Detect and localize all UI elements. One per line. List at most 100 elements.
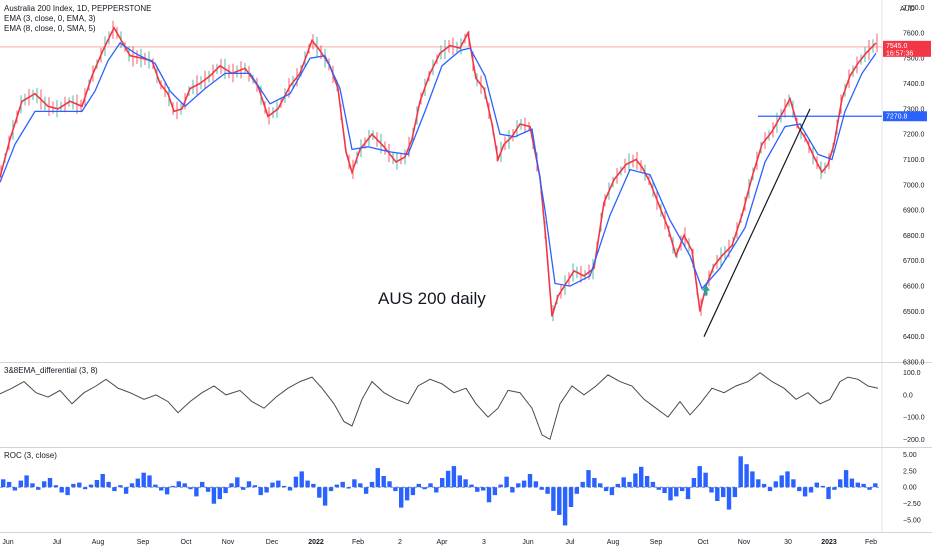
roc-bar [387,481,392,488]
roc-bar [779,475,784,488]
resistance-badge: 7270.8 [883,111,927,122]
ema3-legend[interactable]: EMA (3, close, 0, EMA, 3) [4,14,96,23]
diff-panel-title[interactable]: 3&8EMA_differential (3, 8) [4,366,98,375]
roc-bar [867,487,872,490]
diff-tick-label: 100.0 [903,370,921,377]
roc-bar [574,487,579,494]
roc-bar [568,487,574,507]
roc-bar [832,487,837,490]
time-tick-label: Aug [92,539,105,546]
roc-bar [410,487,416,496]
roc-bar [533,481,539,488]
roc-bar [463,479,468,488]
roc-bar [715,487,720,501]
roc-bar [24,475,29,488]
price-tick-label: 6900.0 [903,208,925,215]
roc-bar [211,487,217,504]
roc-bar [311,483,316,488]
roc-bar [814,482,819,488]
roc-bar [445,470,451,488]
svg-text:7545.0: 7545.0 [886,43,908,50]
roc-bar [697,466,702,488]
roc-bar [486,487,492,503]
time-tick-label: 30 [784,539,792,546]
roc-bar [521,480,527,488]
roc-bar [153,484,158,488]
roc-bar [761,483,767,488]
roc-bar [691,478,697,488]
up-arrow-icon [702,284,710,296]
roc-bar [129,483,135,488]
main-plot[interactable] [0,20,882,337]
roc-bar [317,487,322,498]
time-tick-label: Feb [352,539,364,546]
roc-bar [200,481,205,488]
roc-bar [205,487,211,492]
roc-bar [440,478,445,488]
roc-bar [703,472,708,488]
roc-bar [71,483,76,488]
price-tick-label: 6300.0 [903,360,925,367]
roc-bar [475,487,480,492]
price-tick-label: 7400.0 [903,81,925,88]
roc-panel-title[interactable]: ROC (3, close) [4,451,57,460]
price-tick-label: 7100.0 [903,157,925,164]
roc-bar [30,483,35,488]
roc-bar [375,468,380,488]
roc-bar [709,487,714,493]
roc-bar [656,487,661,490]
price-tick-label: 7300.0 [903,106,925,113]
last-price-badge: 7545.0 16:57:36 [883,40,931,57]
roc-bar [551,487,556,511]
symbol-title[interactable]: Australia 200 Index, 1D, PEPPERSTONE [4,4,151,13]
roc-bar [123,487,129,494]
roc-bar [399,487,404,508]
roc-bar [217,487,222,500]
roc-bar [650,481,656,488]
roc-bar [404,487,410,501]
roc-tick-label: 5.00 [903,452,917,459]
ema8-legend[interactable]: EMA (8, close, 0, SMA, 5) [4,24,96,33]
time-tick-label: Sep [650,539,663,546]
time-tick-label: 2022 [308,539,324,546]
roc-bar [773,481,778,488]
time-tick-label: Apr [437,539,449,546]
time-tick-label: Sep [137,539,150,546]
trendline[interactable] [703,108,811,337]
roc-bar [36,487,41,490]
roc-bar [264,487,269,493]
price-line-ema3 [0,26,877,317]
roc-bar [77,482,82,488]
roc-tick-label: −2.50 [903,501,921,508]
roc-bar [615,483,620,488]
roc-bar [469,484,474,488]
roc-bar [422,487,427,490]
roc-bar [235,477,240,488]
roc-bar [732,487,738,498]
roc-bar [287,487,293,491]
roc-bar [258,487,263,496]
roc-bar [369,481,375,488]
roc-bar [346,487,351,489]
roc-bar [293,476,299,488]
roc-bar [276,480,281,488]
roc-bar [808,487,814,493]
roc-bar [855,482,860,488]
roc-tick-label: 0.00 [903,485,917,492]
roc-bar [176,481,181,488]
roc-bar [322,487,328,506]
roc-bar [299,471,304,488]
annotation-text[interactable]: AUS 200 daily [378,289,486,308]
roc-bar [767,487,773,492]
roc-bar [106,481,111,488]
roc-bar [223,487,228,494]
diff-axis-ticks: 100.0 0.0 −100.0 −200.0 [903,370,925,444]
time-tick-label: Nov [222,539,235,546]
roc-bar [451,466,457,488]
time-tick-label: Jul [53,539,62,546]
roc-bar [797,487,802,492]
time-tick-label: 2023 [821,539,837,546]
roc-bar [510,487,515,493]
roc-bar [170,485,176,488]
